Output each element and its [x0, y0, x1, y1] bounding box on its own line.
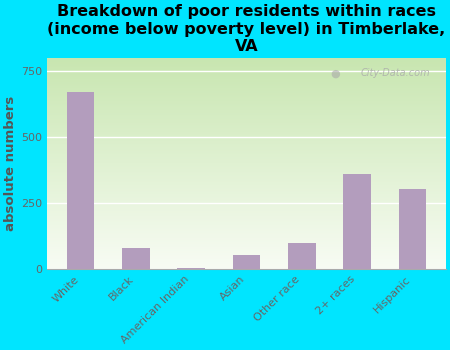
Title: Breakdown of poor residents within races
(income below poverty level) in Timberl: Breakdown of poor residents within races…	[47, 4, 446, 54]
Bar	[399, 189, 427, 269]
Y-axis label: absolute numbers: absolute numbers	[4, 96, 17, 231]
Bar	[288, 243, 316, 269]
Bar	[67, 92, 94, 269]
Bar	[177, 268, 205, 269]
Text: ●: ●	[330, 69, 340, 78]
Bar	[233, 255, 261, 269]
Text: City-Data.com: City-Data.com	[360, 69, 430, 78]
Bar	[122, 248, 150, 269]
Bar	[343, 174, 371, 269]
